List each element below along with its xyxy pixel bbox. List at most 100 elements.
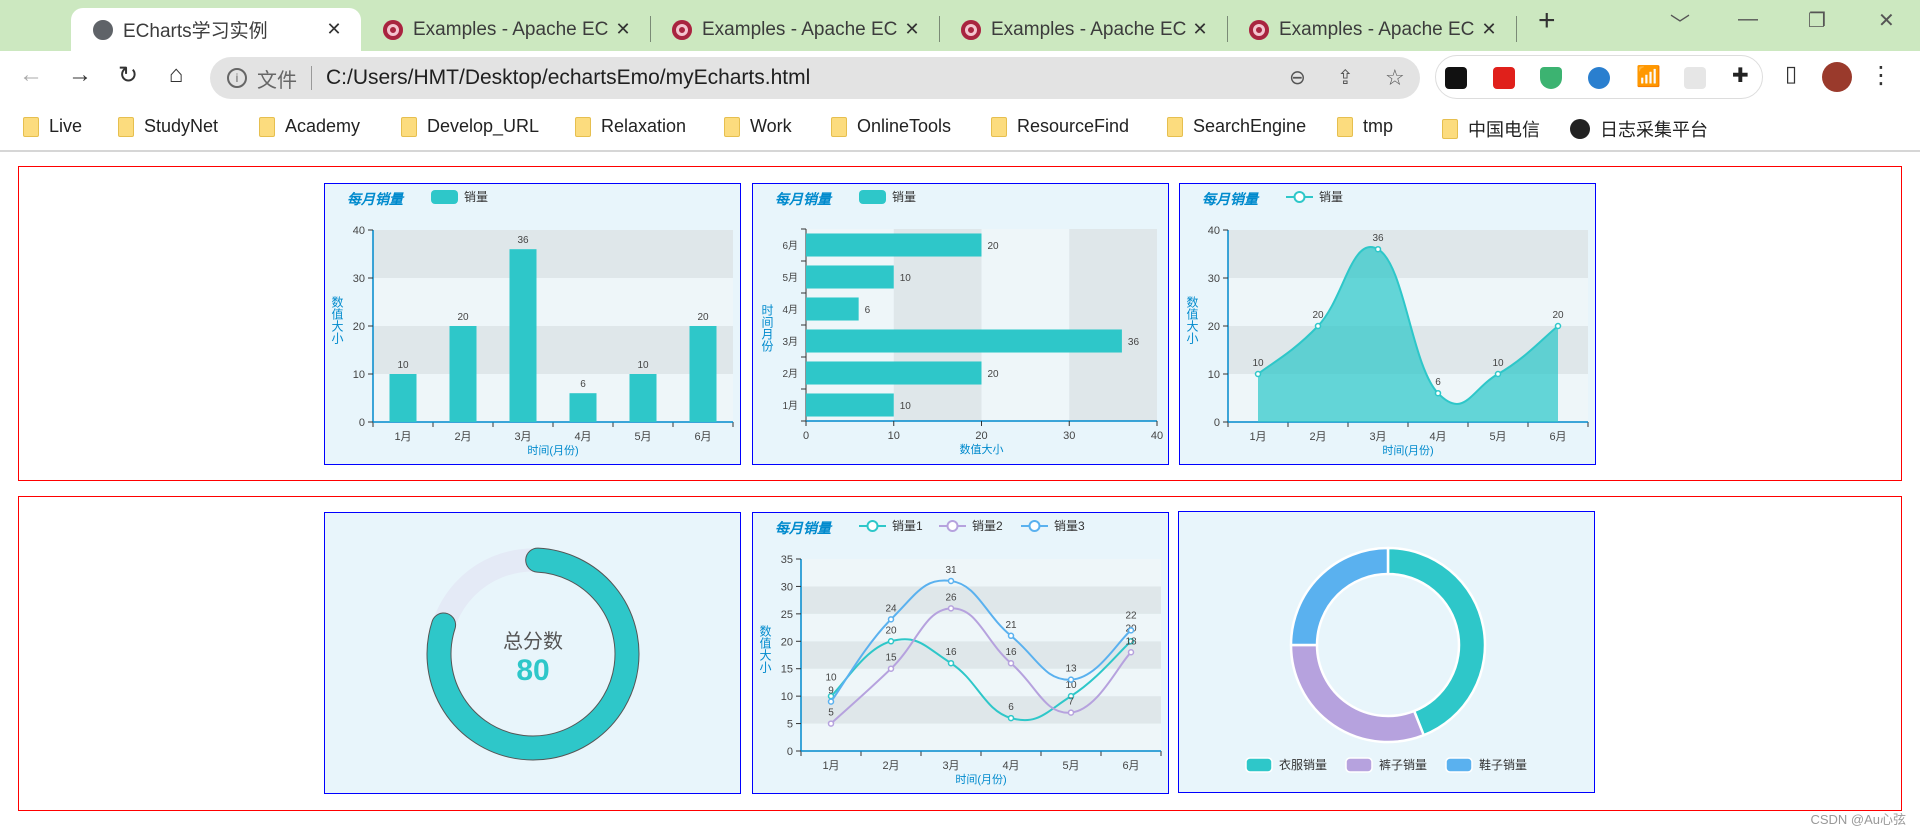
bookmark-studynet[interactable]: StudyNet xyxy=(118,116,218,137)
bookmark-relaxation[interactable]: Relaxation xyxy=(575,116,686,137)
data-label: 21 xyxy=(1005,620,1017,631)
data-point xyxy=(1007,659,1015,667)
bookmark-log-platform[interactable]: 日志采集平台 xyxy=(1570,116,1708,142)
bar xyxy=(569,393,597,422)
x-axis-name: 时间(月份) xyxy=(955,773,1006,786)
area-fill xyxy=(1258,247,1558,422)
tab-echarts-demo[interactable]: ECharts学习实例 ✕ xyxy=(71,8,361,51)
shield-icon[interactable] xyxy=(1540,67,1562,89)
menu-icon[interactable]: ⋮ xyxy=(1869,62,1893,89)
y-tick-label: 0 xyxy=(359,417,365,429)
split-area-band xyxy=(893,229,982,421)
x-tick-label: 4月 xyxy=(574,431,591,443)
data-label: 20 xyxy=(1552,310,1564,321)
legend-swatch xyxy=(1345,757,1373,773)
bookmark-searchengine[interactable]: SearchEngine xyxy=(1167,116,1306,137)
folder-icon xyxy=(1337,116,1353,137)
minimize-icon[interactable]: — xyxy=(1738,8,1758,30)
y-tick-label: 40 xyxy=(353,225,365,237)
echarts-icon xyxy=(961,19,981,40)
split-area-band xyxy=(1228,230,1588,278)
globe-icon xyxy=(93,19,113,40)
home-icon[interactable]: ⌂ xyxy=(168,61,184,88)
pie-slice xyxy=(1289,643,1425,744)
url-text[interactable]: C:/Users/HMT/Desktop/echartsEmo/myEchart… xyxy=(326,66,811,89)
bookmark-china-telecom[interactable]: 中国电信 xyxy=(1442,116,1540,142)
forward-icon[interactable]: → xyxy=(68,61,92,88)
tab-examples[interactable]: Examples - Apache EC ✕ xyxy=(361,8,650,51)
folder-icon xyxy=(724,116,740,137)
address-bar[interactable]: i 文件 C:/Users/HMT/Desktop/echartsEmo/myE… xyxy=(210,57,1420,99)
extension-icon[interactable] xyxy=(1493,67,1515,89)
data-label: 10 xyxy=(900,401,912,412)
extension-icon[interactable] xyxy=(1684,67,1706,89)
legend-label: 销量 xyxy=(464,190,488,204)
chart-title: 每月销量 xyxy=(775,520,833,536)
close-tab-icon[interactable]: ✕ xyxy=(326,19,342,39)
bookmark-onlinetools[interactable]: OnlineTools xyxy=(831,116,951,137)
bookmark-star-icon[interactable]: ☆ xyxy=(1385,65,1405,90)
restore-icon[interactable]: ❐ xyxy=(1808,10,1826,32)
legend-label: 销量 xyxy=(1319,190,1343,204)
reload-icon[interactable]: ↻ xyxy=(117,62,139,89)
tab-examples[interactable]: Examples - Apache EC ✕ xyxy=(650,8,939,51)
extension-icon[interactable] xyxy=(1445,67,1467,89)
back-icon[interactable]: ← xyxy=(19,61,43,88)
bookmark-work[interactable]: Work xyxy=(724,116,792,137)
bookmark-tmp[interactable]: tmp xyxy=(1337,116,1393,137)
y-tick-label: 10 xyxy=(1208,369,1220,381)
x-tick-label: 3月 xyxy=(942,760,959,772)
wifi-icon[interactable]: 📶 xyxy=(1636,66,1661,88)
split-area-band xyxy=(1069,229,1157,421)
close-window-icon[interactable]: ✕ xyxy=(1878,10,1895,32)
zoom-out-icon[interactable]: ⊖ xyxy=(1289,67,1306,89)
data-label: 10 xyxy=(397,360,409,371)
tab-divider xyxy=(939,16,940,42)
tab-title: Examples - Apache EC xyxy=(702,18,898,40)
y-tick-label: 3月 xyxy=(782,336,798,348)
sidebar-icon[interactable]: ▯ xyxy=(1784,61,1798,86)
data-point xyxy=(947,605,955,612)
info-icon[interactable]: i xyxy=(227,68,247,88)
puzzle-icon[interactable]: ✚ xyxy=(1732,65,1749,87)
legend-swatch xyxy=(859,190,886,204)
bookmark-live[interactable]: Live xyxy=(23,116,82,137)
tab-search-chevron-icon[interactable]: ﹀ xyxy=(1670,14,1690,36)
data-point xyxy=(947,659,955,667)
bookmark-label: Live xyxy=(49,116,83,136)
share-icon[interactable]: ⇪ xyxy=(1337,67,1354,89)
tab-examples[interactable]: Examples - Apache EC ✕ xyxy=(1227,8,1516,51)
data-label: 7 xyxy=(1068,697,1074,708)
avatar[interactable] xyxy=(1822,62,1852,92)
y-tick-label: 15 xyxy=(781,664,793,676)
close-tab-icon[interactable]: ✕ xyxy=(904,19,920,39)
watermark: CSDN @Au心弦 xyxy=(1810,812,1906,827)
legend-swatch xyxy=(431,190,458,204)
y-tick-label: 2月 xyxy=(782,368,798,380)
data-point xyxy=(1067,709,1075,716)
bookmark-label: OnlineTools xyxy=(857,116,952,136)
tab-examples[interactable]: Examples - Apache EC ✕ xyxy=(939,8,1227,51)
bookmark-develop-url[interactable]: Develop_URL xyxy=(401,116,539,137)
data-point xyxy=(947,577,955,585)
tab-divider xyxy=(650,16,651,42)
x-axis-name: 数值大小 xyxy=(960,442,1004,456)
gauge-value: 80 xyxy=(516,654,549,687)
data-point xyxy=(1254,370,1262,378)
bookmark-academy[interactable]: Academy xyxy=(259,116,360,137)
close-tab-icon[interactable]: ✕ xyxy=(1481,19,1497,39)
data-point xyxy=(1434,389,1442,397)
close-tab-icon[interactable]: ✕ xyxy=(615,19,631,39)
x-tick-label: 1月 xyxy=(822,760,839,772)
x-tick-label: 5月 xyxy=(1062,760,1079,772)
new-tab-button[interactable]: + xyxy=(1538,4,1556,37)
bar xyxy=(806,265,894,289)
data-label: 36 xyxy=(517,235,529,246)
y-tick-label: 20 xyxy=(781,636,793,648)
bookmark-resourcefind[interactable]: ResourceFind xyxy=(991,116,1129,137)
extension-icon[interactable] xyxy=(1588,67,1610,89)
close-tab-icon[interactable]: ✕ xyxy=(1192,19,1208,39)
x-tick-label: 0 xyxy=(803,430,809,442)
data-label: 16 xyxy=(945,647,957,658)
